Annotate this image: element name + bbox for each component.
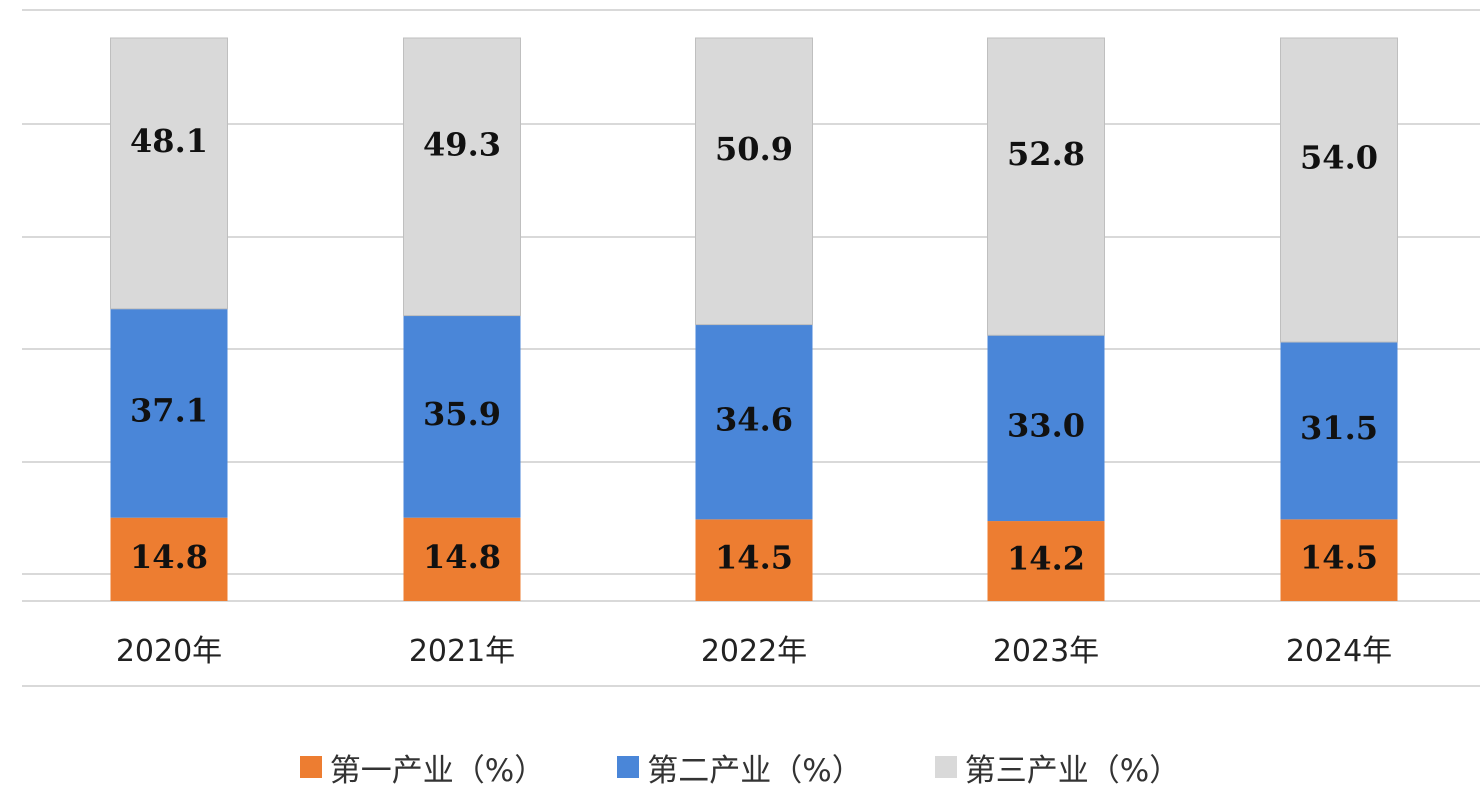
bar-label-secondary-2: 34.6 — [715, 400, 793, 438]
bar-label-tertiary-2: 50.9 — [715, 130, 793, 168]
bar-secondary-0 — [110, 308, 228, 518]
legend-swatch-tertiary — [934, 756, 957, 778]
bar-primary-1 — [403, 517, 521, 601]
bar-tertiary-2 — [695, 37, 813, 326]
legend-swatch-secondary — [617, 756, 640, 778]
bar-tertiary-1 — [403, 37, 521, 317]
bar-primary-3 — [987, 521, 1105, 601]
bar-label-secondary-0: 37.1 — [130, 392, 208, 430]
stacked-bar-chart: 14.8 37.1 48.1 14.8 35.9 49.3 14.5 34.6 50.9 14.2… — [22, 9, 1480, 687]
bar-label-primary-3: 14.2 — [1007, 540, 1085, 578]
bar-label-tertiary-3: 52.8 — [1007, 135, 1085, 173]
x-tick-labels: 2020年 2021年 2022年 2023年 2024年 — [116, 634, 1392, 669]
bar-secondary-2 — [695, 324, 813, 520]
bar-label-tertiary-1: 49.3 — [423, 125, 501, 163]
bar-tertiary-4 — [1280, 37, 1398, 343]
bar-label-primary-0: 14.8 — [130, 538, 208, 576]
bar-primary-2 — [695, 519, 813, 601]
bar-label-tertiary-0: 48.1 — [130, 122, 208, 160]
x-tick-label-1: 2021年 — [409, 634, 515, 669]
legend-label-primary: 第一产业（%） — [329, 752, 546, 789]
bar-label-secondary-3: 33.0 — [1007, 407, 1085, 445]
bar-value-labels: 14.8 37.1 48.1 14.8 35.9 49.3 14.5 34.6 50.9 14.2… — [130, 122, 1378, 578]
bar-secondary-3 — [987, 335, 1105, 522]
bar-label-primary-1: 14.8 — [423, 538, 501, 576]
x-tick-label-2: 2022年 — [701, 634, 807, 669]
bar-primary-0 — [110, 517, 228, 601]
bar-label-primary-4: 14.5 — [1300, 539, 1378, 577]
x-tick-label-0: 2020年 — [116, 634, 222, 669]
bar-tertiary-3 — [987, 37, 1105, 336]
legend-item-secondary: 第二产业（%） — [617, 742, 863, 792]
bar-label-tertiary-4: 54.0 — [1300, 139, 1378, 177]
bar-tertiary-0 — [110, 37, 228, 310]
bar-primary-4 — [1280, 519, 1398, 601]
legend-label-tertiary: 第三产业（%） — [964, 752, 1181, 789]
legend-swatch-primary — [299, 756, 322, 778]
bar-label-secondary-4: 31.5 — [1300, 409, 1378, 447]
bar-secondary-4 — [1280, 342, 1398, 520]
x-tick-label-4: 2024年 — [1286, 634, 1392, 669]
x-tick-label-3: 2023年 — [993, 634, 1099, 669]
legend-item-primary: 第一产业（%） — [299, 742, 546, 792]
bar-label-secondary-1: 35.9 — [423, 395, 501, 433]
legend-item-tertiary: 第三产业（%） — [934, 742, 1181, 792]
legend: 第一产业（%） 第二产业（%） 第三产业（%） — [0, 742, 1480, 792]
bars — [110, 37, 1398, 601]
bar-secondary-1 — [403, 315, 521, 518]
bar-label-primary-2: 14.5 — [715, 539, 793, 577]
legend-label-secondary: 第二产业（%） — [647, 752, 863, 789]
